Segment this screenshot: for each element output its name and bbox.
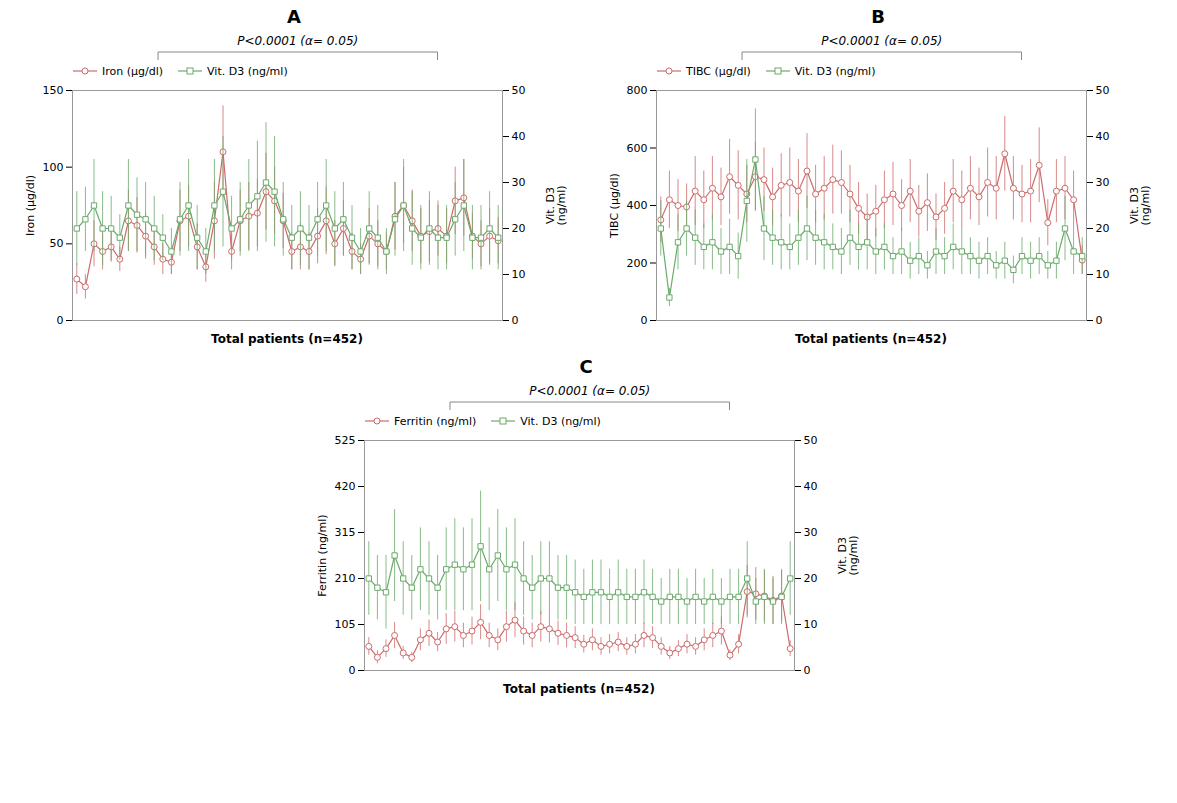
- svg-text:200: 200: [627, 257, 648, 270]
- svg-text:30: 30: [1096, 176, 1110, 189]
- svg-text:525: 525: [335, 434, 356, 447]
- svg-text:420: 420: [335, 480, 356, 493]
- svg-text:TIBC (μg/dl): TIBC (μg/dl): [608, 173, 621, 239]
- svg-text:0: 0: [349, 664, 356, 677]
- svg-text:Vit. D3(ng/ml): Vit. D3(ng/ml): [836, 535, 860, 575]
- svg-text:20: 20: [1096, 222, 1110, 235]
- html-text:B: B: [871, 6, 885, 27]
- svg-text:0: 0: [804, 664, 811, 677]
- svg-text:0: 0: [1096, 314, 1103, 327]
- svg-text:50: 50: [804, 434, 818, 447]
- html-text:Vit. D3 (ng/ml): Vit. D3 (ng/ml): [794, 64, 876, 78]
- html-text:Total patients (n=452): Total patients (n=452): [211, 332, 363, 346]
- svg-text:40: 40: [1096, 130, 1110, 143]
- svg-text:10: 10: [1096, 268, 1110, 281]
- svg-text:20: 20: [804, 572, 818, 585]
- svg-text:40: 40: [804, 480, 818, 493]
- html-text:Vit. D3 (ng/ml): Vit. D3 (ng/ml): [207, 64, 288, 78]
- svg-text:0: 0: [57, 314, 64, 327]
- html-text:TIBC (μg/dl): TIBC (μg/dl): [686, 64, 751, 78]
- svg-text:105: 105: [335, 618, 356, 631]
- svg-text:Vit. D3(ng/ml): Vit. D3(ng/ml): [1128, 185, 1152, 225]
- svg-text:P<0.0001 (α= 0.05): P<0.0001 (α= 0.05): [529, 384, 650, 398]
- svg-text:P<0.0001 (α= 0.05): P<0.0001 (α= 0.05): [821, 34, 942, 48]
- svg-text:30: 30: [512, 176, 526, 189]
- html-text:Vit. D3 (ng/ml): Vit. D3 (ng/ml): [520, 414, 601, 428]
- svg-text:0: 0: [641, 314, 648, 327]
- svg-text:315: 315: [335, 526, 356, 539]
- svg-text:0: 0: [512, 314, 519, 327]
- svg-text:10: 10: [804, 618, 818, 631]
- svg-text:P<0.0001 (α= 0.05): P<0.0001 (α= 0.05): [237, 34, 358, 48]
- svg-text:400: 400: [627, 199, 648, 212]
- svg-text:Ferritin (ng/ml): Ferritin (ng/ml): [316, 514, 329, 596]
- svg-text:10: 10: [512, 268, 526, 281]
- svg-text:210: 210: [335, 572, 356, 585]
- html-text:Total patients (n=452): Total patients (n=452): [503, 682, 655, 696]
- html-text:C: C: [579, 356, 593, 377]
- svg-text:Iron (μg/dl): Iron (μg/dl): [24, 175, 37, 236]
- svg-text:40: 40: [512, 130, 526, 143]
- html-text:Ferritin (ng/ml): Ferritin (ng/ml): [394, 414, 477, 428]
- svg-text:20: 20: [512, 222, 526, 235]
- svg-text:150: 150: [43, 84, 64, 97]
- svg-text:50: 50: [512, 84, 526, 97]
- html-text:Iron (μg/dl): Iron (μg/dl): [102, 64, 163, 78]
- html-text:A: A: [287, 6, 301, 27]
- svg-text:50: 50: [50, 237, 64, 250]
- svg-text:100: 100: [43, 161, 64, 174]
- svg-text:800: 800: [627, 84, 648, 97]
- svg-text:30: 30: [804, 526, 818, 539]
- svg-text:600: 600: [627, 142, 648, 155]
- svg-text:Vit. D3(ng/ml): Vit. D3(ng/ml): [544, 185, 568, 225]
- html-text:Total patients (n=452): Total patients (n=452): [795, 332, 947, 346]
- svg-text:50: 50: [1096, 84, 1110, 97]
